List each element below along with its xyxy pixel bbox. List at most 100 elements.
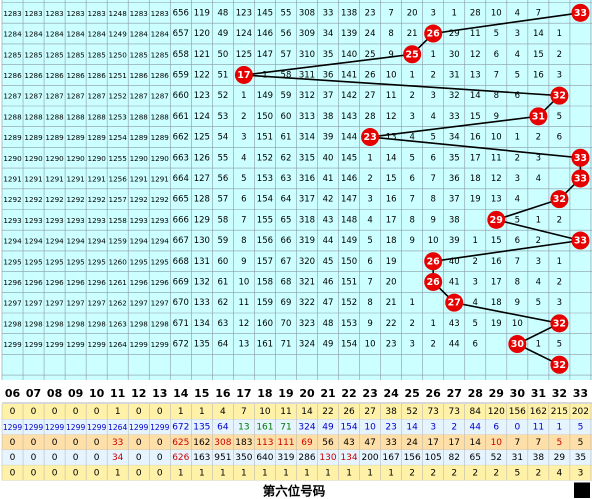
- grid-cell-value: 1289: [151, 133, 170, 142]
- grid-cell-value: 145: [341, 153, 357, 163]
- grid-cell-value: 55: [217, 153, 228, 163]
- stats-cell-value: 52: [491, 453, 502, 463]
- grid-cell-value: 61: [281, 133, 292, 143]
- grid-cell-value: 1: [430, 50, 435, 60]
- grid-cell-value: 1283: [130, 9, 148, 18]
- stats-cell-value: 1: [241, 468, 247, 478]
- grid-cell-value: 1294: [3, 237, 22, 246]
- grid-cell-value: 5: [515, 215, 520, 225]
- grid-cell-value: 132: [194, 277, 210, 287]
- stats-cell-value: 163: [193, 453, 210, 463]
- grid-cell-value: 319: [299, 236, 315, 246]
- grid-cell-value: 50: [217, 50, 228, 60]
- grid-cell-value: 1296: [66, 278, 85, 287]
- stats-cell-value: 29: [554, 453, 566, 463]
- grid-cell-value: 1: [473, 236, 478, 246]
- grid-cell-value: 46: [323, 277, 334, 287]
- stats-cell-value: 1: [367, 468, 373, 478]
- stats-cell-value: 3: [430, 422, 436, 432]
- grid-cell-value: 312: [299, 91, 315, 101]
- column-header: 17: [236, 387, 251, 400]
- grid-cell-value: 142: [341, 91, 357, 101]
- stats-cell-value: 4: [220, 407, 226, 417]
- grid-cell-value: 2: [557, 50, 562, 60]
- grid-cell-value: 20: [386, 277, 397, 287]
- grid-cell-value: 2: [536, 236, 541, 246]
- stats-cell-value: 951: [214, 453, 231, 463]
- grid-cell-value: 1292: [130, 195, 148, 204]
- grid-cell-value: 6: [473, 340, 478, 350]
- grid-cell-value: 661: [173, 112, 189, 122]
- grid-cell-value: 151: [257, 133, 273, 143]
- stats-cell-value: 1299: [129, 423, 148, 432]
- stats-cell-value: 154: [340, 422, 357, 432]
- grid-cell-value: 1284: [3, 30, 22, 39]
- stats-cell-value: 2: [472, 468, 478, 478]
- grid-cell-value: 1293: [3, 216, 21, 225]
- stats-cell-value: 38: [385, 407, 397, 417]
- grid-cell-value: 133: [194, 298, 210, 308]
- grid-cell-value: 7: [388, 8, 393, 18]
- grid-cell-value: 1295: [88, 257, 106, 266]
- stats-cell-value: 1: [115, 407, 121, 417]
- grid-cell-value: 1298: [151, 319, 170, 328]
- stats-cell-value: 1299: [150, 423, 169, 432]
- grid-cell-value: 131: [194, 257, 210, 267]
- grid-cell-value: 40: [449, 257, 460, 267]
- grid-cell-value: 1295: [66, 257, 84, 266]
- stats-cell-value: 3: [578, 468, 584, 478]
- stats-cell-value: 33: [112, 438, 123, 448]
- stats-cell-value: 14: [406, 422, 418, 432]
- stats-cell-value: 0: [136, 438, 142, 448]
- grid-cell-value: 1287: [45, 92, 63, 101]
- stats-cell-value: 1: [178, 407, 184, 417]
- stats-row: [2, 419, 592, 435]
- grid-cell-value: 1290: [45, 154, 64, 163]
- grid-cell-value: 33: [323, 8, 334, 18]
- stats-cell-value: 0: [73, 453, 79, 463]
- grid-cell-value: 15: [386, 174, 397, 184]
- grid-cell-value: 1263: [109, 319, 127, 328]
- grid-cell-value: 8: [241, 236, 246, 246]
- grid-cell-value: 44: [449, 340, 460, 350]
- grid-cell-value: 1: [241, 91, 246, 101]
- stats-cell-value: 7: [241, 407, 247, 417]
- grid-cell-value: 1256: [109, 174, 128, 183]
- grid-cell-value: 6: [557, 133, 562, 143]
- grid-cell-value: 1283: [45, 9, 63, 18]
- grid-cell-value: 140: [341, 50, 357, 60]
- winning-number-label: 32: [553, 360, 566, 371]
- grid-cell-value: 5: [367, 236, 372, 246]
- stats-cell-value: 0: [31, 468, 37, 478]
- grid-cell-value: 16: [386, 195, 397, 205]
- grid-cell-value: 1288: [45, 112, 64, 121]
- grid-cell-value: 15: [533, 50, 544, 60]
- grid-cell-value: 1297: [88, 299, 106, 308]
- column-header: 21: [320, 387, 335, 400]
- grid-cell-value: 1288: [66, 112, 85, 121]
- grid-cell-value: 1299: [66, 340, 85, 349]
- stats-cell-value: 27: [364, 407, 375, 417]
- grid-cell-value: 154: [257, 195, 273, 205]
- stats-cell-value: 44: [470, 422, 482, 432]
- grid-cell-value: 35: [449, 153, 460, 163]
- stats-cell-value: 23: [385, 422, 396, 432]
- grid-cell-value: 1296: [3, 278, 22, 287]
- grid-cell-value: 57: [281, 50, 292, 60]
- stats-cell-value: 0: [157, 407, 163, 417]
- grid-cell-value: 122: [194, 70, 210, 80]
- winning-number-label: 17: [237, 70, 250, 81]
- grid-cell-value: 34: [449, 133, 460, 143]
- grid-cell-value: 1: [262, 70, 267, 80]
- grid-cell-value: 62: [217, 298, 228, 308]
- grid-cell-value: 1297: [24, 299, 42, 308]
- grid-cell-value: 12: [386, 112, 397, 122]
- footer-background: [2, 480, 592, 499]
- grid-cell-value: 1262: [109, 299, 127, 308]
- grid-cell-value: 6: [367, 257, 372, 267]
- grid-cell-value: 59: [217, 236, 228, 246]
- grid-cell-value: 8: [388, 29, 393, 39]
- grid-cell-value: 42: [323, 195, 334, 205]
- grid-cell-value: 1254: [109, 133, 128, 142]
- grid-cell-value: 1284: [45, 30, 64, 39]
